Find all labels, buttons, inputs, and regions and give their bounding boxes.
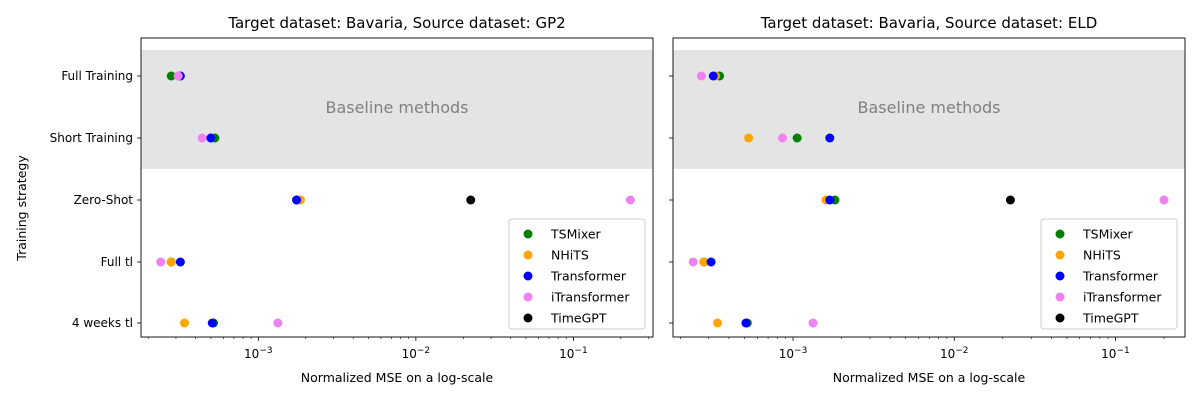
y-tick-label-4-weeks-tl: 4 weeks tl [72,316,133,330]
point-itransformer-full-training [173,71,183,81]
point-itransformer-short-training [197,133,207,143]
point-itransformer-zero-shot [625,195,635,205]
point-itransformer-4-weeks-tl [808,318,818,328]
axes-frame [672,37,1186,338]
point-transformer-full-tl [706,257,716,267]
chart-panel-eld: Baseline methods Target dataset: Bavaria,… [669,14,1186,385]
legend-label-itransformer: iTransformer [1083,290,1162,305]
x-tick-label: 10−1 [559,346,588,361]
y-tick-label-zero-shot: Zero-Shot [74,193,134,207]
point-nhits-full-tl [699,257,709,267]
x-axis-label: Normalized MSE on a log-scale [833,370,1026,385]
x-tick-label: 10−1 [1101,346,1130,361]
legend: TSMixer NHiTS Transformer iTransformer TimeG… [1040,218,1178,330]
point-itransformer-full-tl [688,257,698,267]
legend-label-tsmixer: TSMixer [550,227,602,242]
point-nhits-full-tl [166,257,176,267]
point-transformer-full-tl [175,257,185,267]
chart-title: Target dataset: Bavaria, Source dataset:… [760,14,1098,32]
legend-frame [508,218,646,330]
point-nhits-4-weeks-tl [713,318,723,328]
legend-label-tsmixer: TSMixer [1082,227,1134,242]
legend-marker-nhits [1055,250,1065,260]
x-tick-label: 10−2 [940,346,969,361]
legend-marker-timegpt [523,313,533,323]
legend-marker-timegpt [1055,313,1065,323]
point-itransformer-4-weeks-tl [273,318,283,328]
legend-label-transformer: Transformer [550,269,627,284]
point-nhits-4-weeks-tl [180,318,190,328]
y-tick-label-full-tl: Full tl [101,255,133,269]
y-tick-label-full-training: Full Training [61,69,133,83]
point-nhits-short-training [744,133,754,143]
point-timegpt-zero-shot [466,195,476,205]
point-transformer-full-training [708,71,718,81]
legend-marker-itransformer [523,292,533,302]
point-transformer-zero-shot [825,195,835,205]
legend-label-timegpt: TimeGPT [550,311,607,326]
x-tick-label: 10−2 [402,346,431,361]
legend-marker-transformer [523,271,533,281]
legend-frame [1040,218,1178,330]
point-itransformer-zero-shot [1159,195,1169,205]
legend-marker-tsmixer [1055,229,1065,239]
chart-title: Target dataset: Bavaria, Source dataset:… [227,14,565,32]
legend-marker-transformer [1055,271,1065,281]
baseline-region-label: Baseline methods [857,98,1000,117]
legend-label-itransformer: iTransformer [551,290,630,305]
point-transformer-4-weeks-tl [207,318,217,328]
point-timegpt-zero-shot [1005,195,1015,205]
x-axis-label: Normalized MSE on a log-scale [301,370,494,385]
point-transformer-4-weeks-tl [741,318,751,328]
legend-marker-tsmixer [523,229,533,239]
baseline-region [141,50,653,169]
legend-marker-itransformer [1055,292,1065,302]
point-transformer-zero-shot [292,195,302,205]
point-tsmixer-short-training [792,133,802,143]
legend-label-timegpt: TimeGPT [1082,311,1139,326]
y-tick-label-short-training: Short Training [50,131,133,145]
legend-label-nhits: NHiTS [551,248,589,263]
baseline-region [673,50,1185,169]
legend: TSMixer NHiTS Transformer iTransformer TimeG… [508,218,646,330]
x-tick-label: 10−3 [779,346,808,361]
baseline-region-label: Baseline methods [325,98,468,117]
point-itransformer-full-tl [156,257,166,267]
legend-label-transformer: Transformer [1082,269,1159,284]
axes-frame [140,37,654,338]
legend-label-nhits: NHiTS [1083,248,1121,263]
point-transformer-short-training [825,133,835,143]
point-tsmixer-full-training [166,71,176,81]
point-itransformer-short-training [777,133,787,143]
y-axis-label: Training strategy [14,155,29,262]
chart-panel-gp2: Baseline methods Target dataset: Bavaria,… [50,14,654,385]
x-tick-label: 10−3 [244,346,273,361]
legend-marker-nhits [523,250,533,260]
point-itransformer-full-training [696,71,706,81]
point-transformer-short-training [206,133,216,143]
